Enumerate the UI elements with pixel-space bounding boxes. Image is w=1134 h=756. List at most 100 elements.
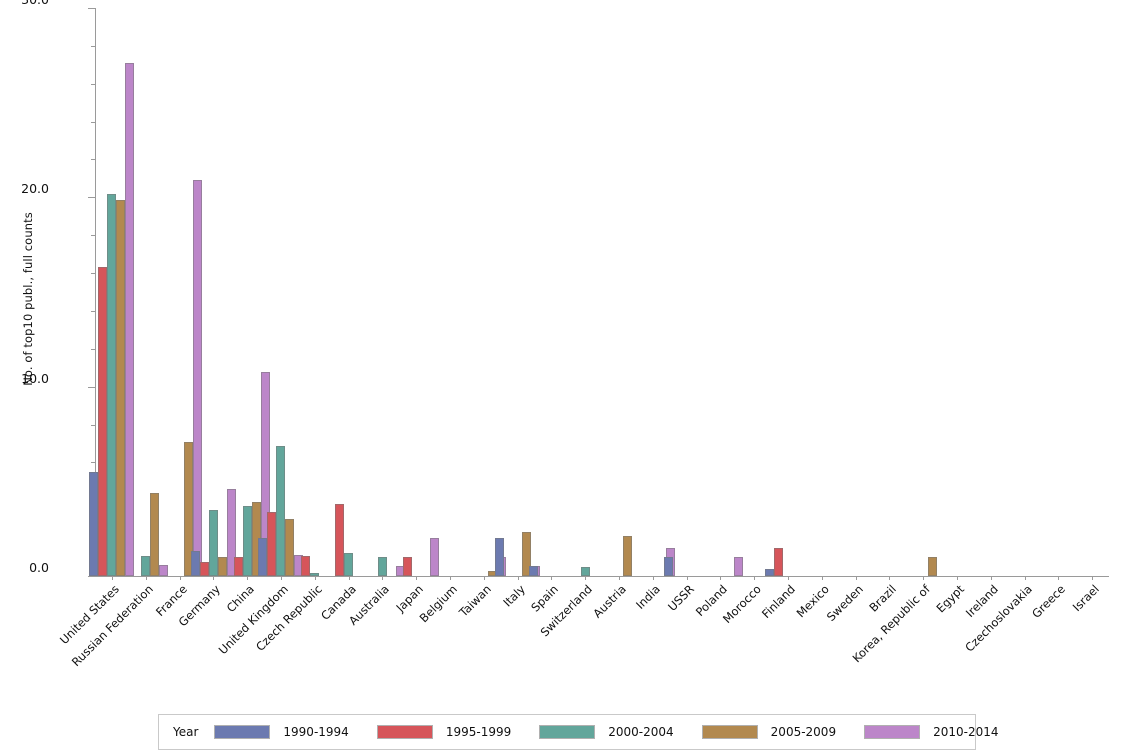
legend-label: 1990-1994: [283, 725, 349, 739]
legend-swatch: [376, 725, 433, 739]
bar[interactable]: [495, 538, 504, 576]
x-axis-tick: [720, 576, 722, 580]
bar[interactable]: [233, 557, 243, 576]
x-axis-tick: [145, 576, 147, 580]
legend-swatch: [214, 725, 271, 739]
x-axis-tick-label: Taiwan: [456, 582, 494, 620]
bar[interactable]: [116, 200, 126, 576]
x-axis-tick-label: India: [632, 582, 663, 612]
x-axis-tick-label: Greece: [1029, 582, 1069, 621]
y-axis-major-tick: [88, 197, 95, 199]
x-axis-tick: [821, 576, 823, 580]
bar[interactable]: [774, 547, 784, 576]
legend: Year 1990-1994 1995-1999 2000-2004 2005-200…: [158, 714, 999, 750]
legend-label: 1995-1999: [445, 725, 512, 739]
plot-area: [88, 8, 1109, 577]
y-axis-minor-tick: [91, 310, 95, 312]
bar[interactable]: [285, 519, 295, 576]
bar[interactable]: [242, 505, 252, 576]
bar-group: [292, 8, 337, 576]
bar-group: [765, 8, 810, 576]
bar[interactable]: [310, 573, 320, 576]
legend-item[interactable]: 1990-1994: [214, 725, 349, 739]
x-axis-tick-label: USSR: [664, 582, 697, 614]
bar[interactable]: [267, 511, 277, 576]
bar[interactable]: [927, 557, 937, 576]
bar[interactable]: [429, 538, 439, 576]
bar[interactable]: [199, 561, 209, 576]
legend-swatch: [864, 725, 921, 739]
legend-label: 2010-2014: [933, 725, 999, 739]
bar[interactable]: [184, 441, 193, 576]
bar-group: [394, 8, 439, 576]
bar[interactable]: [258, 538, 268, 576]
x-axis-tick: [585, 576, 587, 580]
bar[interactable]: [522, 531, 531, 576]
x-axis-tick: [787, 576, 789, 580]
y-axis-minor-tick: [91, 273, 95, 275]
bar[interactable]: [765, 569, 775, 576]
bar[interactable]: [276, 446, 286, 576]
bar[interactable]: [208, 509, 218, 576]
bar[interactable]: [377, 557, 387, 576]
x-axis-tick: [179, 576, 181, 580]
bar-group: [123, 8, 169, 576]
bar-group: [901, 8, 946, 576]
legend-swatch: [539, 725, 596, 739]
bar-group: [225, 8, 270, 576]
bar[interactable]: [217, 557, 227, 576]
y-axis-major-tick: [88, 386, 95, 388]
x-axis-tick: [754, 576, 756, 580]
legend-item[interactable]: 2010-2014: [864, 725, 999, 739]
bar-group: [190, 8, 236, 576]
x-axis-tick: [990, 576, 992, 580]
bar-group: [360, 8, 405, 576]
x-axis-tick: [686, 576, 688, 580]
x-axis-tick: [111, 576, 113, 580]
bar[interactable]: [98, 267, 108, 576]
x-axis-line: [95, 576, 1109, 577]
bar[interactable]: [107, 193, 117, 576]
bar[interactable]: [623, 536, 633, 576]
x-axis-tick: [247, 576, 249, 580]
legend-item[interactable]: 2000-2004: [539, 725, 674, 739]
bar[interactable]: [402, 557, 412, 576]
x-axis-tick-label: Egypt: [933, 582, 967, 616]
x-axis-tick: [652, 576, 654, 580]
x-axis-tick: [923, 576, 925, 580]
legend-item[interactable]: 2005-2009: [701, 725, 836, 739]
bar[interactable]: [159, 564, 169, 576]
x-axis-tick: [382, 576, 384, 580]
x-axis-tick: [483, 576, 485, 580]
bar[interactable]: [226, 488, 236, 576]
bar[interactable]: [150, 492, 160, 576]
legend-label: 2000-2004: [608, 725, 674, 739]
bar[interactable]: [301, 556, 311, 576]
legend-swatch: [701, 725, 758, 739]
y-axis-major-tick: [88, 8, 95, 9]
x-axis-tick: [280, 576, 282, 580]
bar[interactable]: [344, 553, 353, 576]
bar-group: [596, 8, 641, 576]
legend-item[interactable]: 1995-1999: [376, 725, 512, 739]
bar[interactable]: [190, 551, 200, 576]
x-axis-tick: [1092, 576, 1094, 580]
bar-group: [698, 8, 743, 576]
y-axis-minor-tick: [91, 159, 95, 161]
bar[interactable]: [528, 565, 538, 576]
x-axis-tick-label: Finland: [758, 582, 798, 621]
bar[interactable]: [89, 471, 99, 576]
bar-group: [563, 8, 608, 576]
bar[interactable]: [335, 504, 344, 576]
bar-group: [664, 8, 709, 576]
bar[interactable]: [125, 62, 135, 576]
x-axis-tick: [314, 576, 316, 580]
bar[interactable]: [141, 556, 151, 576]
y-axis-minor-tick: [91, 462, 95, 464]
bar[interactable]: [733, 557, 743, 576]
bar[interactable]: [664, 557, 673, 576]
x-axis-tick: [517, 576, 519, 580]
bar[interactable]: [580, 566, 590, 576]
y-axis-minor-tick: [91, 235, 95, 237]
x-axis-tick: [1058, 576, 1060, 580]
